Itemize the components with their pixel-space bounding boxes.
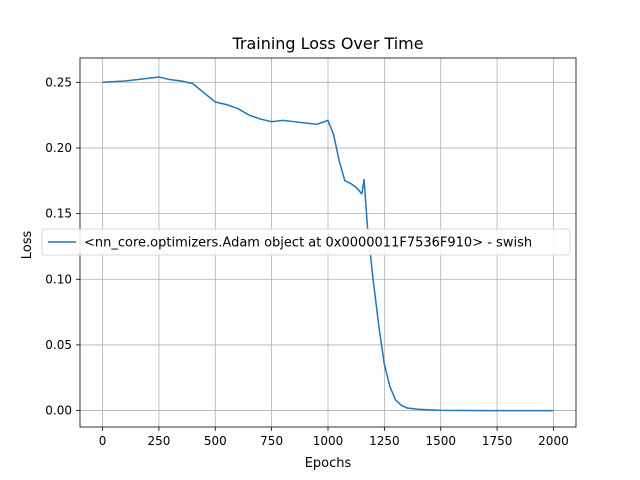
- x-tick-label-3: 750: [260, 434, 283, 448]
- x-tick-label-8: 2000: [538, 434, 569, 448]
- y-tick-label-1: 0.05: [45, 338, 72, 352]
- y-tick-label-4: 0.20: [45, 141, 72, 155]
- x-tick-label-7: 1750: [482, 434, 513, 448]
- y-tick-label-5: 0.25: [45, 75, 72, 89]
- x-tick-label-5: 1250: [369, 434, 400, 448]
- y-tick-label-3: 0.15: [45, 207, 72, 221]
- x-axis-label: Epochs: [305, 456, 352, 471]
- legend-box: [41, 228, 571, 256]
- x-tick-label-4: 1000: [313, 434, 344, 448]
- y-tick-label-2: 0.10: [45, 272, 72, 286]
- x-tick-label-6: 1500: [425, 434, 456, 448]
- plot-area: 0 250 500 750 1000 1250 1500 1750 2000 0.00 0.05 0.…: [41, 57, 577, 448]
- x-tick-label-2: 500: [204, 434, 227, 448]
- series-line-0: [102, 76, 554, 412]
- x-tick-label-1: 250: [147, 434, 170, 448]
- x-tick-label-0: 0: [99, 434, 107, 448]
- y-axis-label: Loss: [20, 231, 35, 260]
- legend-label-0: <nn_core.optimizers.Adam object at 0x000…: [84, 236, 532, 251]
- chart-title: Training Loss Over Time: [231, 34, 423, 53]
- y-tick-label-0: 0.00: [45, 404, 72, 418]
